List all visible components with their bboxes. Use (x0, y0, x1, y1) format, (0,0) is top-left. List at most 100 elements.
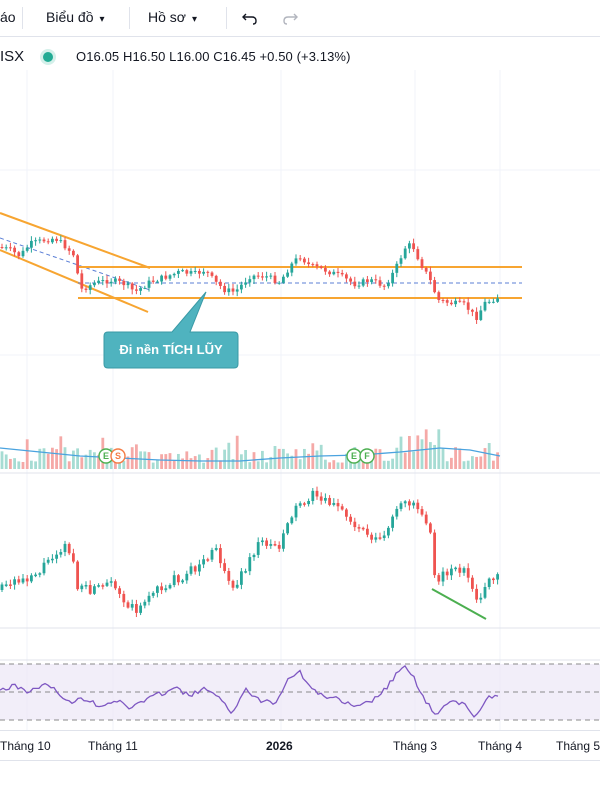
volume-bar (223, 449, 226, 469)
candle-body (13, 579, 16, 585)
volume-bar (273, 446, 277, 469)
volume-bars (0, 429, 499, 469)
volume-bar (240, 454, 243, 469)
time-tick: Tháng 5 (556, 739, 600, 753)
volume-bar (403, 452, 407, 469)
volume-bar (290, 455, 294, 469)
candle-body (219, 281, 222, 286)
volume-bar (487, 443, 491, 469)
candle-body (118, 278, 121, 281)
volume-bar (441, 447, 445, 469)
candle-body (189, 271, 193, 274)
profile-menu-button[interactable]: Hồ sơ ▾ (148, 9, 197, 25)
volume-bar (475, 456, 478, 469)
descending-channel[interactable] (0, 212, 151, 313)
candle-body (227, 571, 231, 581)
candle-body (303, 503, 306, 505)
bottom-bar (0, 760, 600, 801)
divergence-line[interactable] (431, 588, 487, 620)
earnings-marker: E (351, 451, 357, 461)
candle-body (458, 567, 462, 573)
candle-body (403, 501, 407, 504)
volume-bar (382, 460, 386, 469)
price-chart[interactable]: E S E F (0, 36, 600, 730)
volume-bar (34, 461, 37, 469)
time-tick: 2026 (266, 739, 293, 753)
volume-bar (256, 461, 260, 469)
candle-body (4, 584, 8, 586)
candle-body (101, 585, 105, 587)
price-candles (0, 235, 499, 324)
candle-body (399, 258, 403, 264)
candle-body (55, 554, 58, 559)
candle-body (382, 285, 386, 287)
event-markers[interactable]: E S E F (98, 448, 375, 464)
candle-body (168, 585, 172, 589)
redo-icon (283, 13, 298, 25)
candle-body (387, 527, 390, 536)
candle-body (172, 575, 176, 586)
candle-body (235, 584, 239, 588)
candle-body (46, 241, 50, 243)
candle-body (324, 497, 327, 501)
candle-body (487, 301, 491, 303)
candle-body (441, 571, 445, 582)
volume-bar (479, 456, 483, 469)
volume-bar (374, 448, 378, 469)
candle-body (286, 523, 289, 534)
volume-bar (84, 454, 88, 469)
accumulation-range[interactable] (78, 266, 522, 299)
candle-body (416, 249, 420, 260)
time-axis[interactable]: Tháng 10 Tháng 11 2026 Tháng 3 Tháng 4 T… (0, 730, 600, 761)
candle-body (67, 248, 71, 251)
symbol-name[interactable]: ISX (0, 48, 25, 65)
volume-bar (412, 451, 415, 469)
candle-body (164, 275, 168, 279)
chart-menu-label: Biểu đồ (46, 9, 94, 25)
volume-bar (80, 457, 84, 469)
volume-bar (30, 460, 33, 469)
volume-bar (416, 435, 420, 469)
volume-bar (88, 449, 92, 469)
candle-body (143, 287, 147, 289)
accumulation-callout[interactable] (103, 291, 239, 369)
volume-bar (193, 456, 197, 469)
indicator-candles (0, 486, 499, 618)
candle-body (252, 275, 256, 280)
candle-body (97, 585, 100, 587)
volume-bar (248, 462, 252, 469)
candle-body (105, 280, 109, 284)
candle-body (130, 283, 134, 290)
volume-bar (471, 456, 474, 469)
cut-menu-label[interactable]: áo (0, 9, 16, 25)
profile-menu-label: Hồ sơ (148, 9, 186, 25)
candle-body (101, 280, 105, 282)
candle-body (206, 271, 210, 273)
candle-body (172, 273, 176, 276)
candle-body (72, 553, 75, 562)
volume-bar (51, 447, 54, 469)
candle-body (332, 271, 336, 275)
volume-bar (298, 459, 302, 469)
candle-body (349, 516, 352, 522)
candle-body (471, 309, 474, 312)
candle-body (345, 509, 348, 517)
candle-body (72, 250, 75, 256)
volume-bar (391, 458, 394, 469)
undo-icon (242, 13, 257, 25)
volume-bar (349, 461, 352, 469)
candle-body (0, 247, 4, 248)
volume-bar (97, 455, 100, 469)
chart-menu-button[interactable]: Biểu đồ ▾ (46, 9, 105, 25)
chevron-down-icon: ▾ (191, 14, 197, 25)
candle-body (328, 497, 331, 505)
candle-body (177, 575, 180, 583)
candle-body (403, 248, 407, 259)
candle-body (34, 574, 37, 577)
candle-body (105, 582, 109, 586)
redo-button[interactable] (278, 7, 302, 29)
undo-button[interactable] (238, 7, 262, 29)
candle-body (59, 240, 63, 242)
volume-bar (122, 460, 126, 469)
candle-body (109, 581, 113, 583)
